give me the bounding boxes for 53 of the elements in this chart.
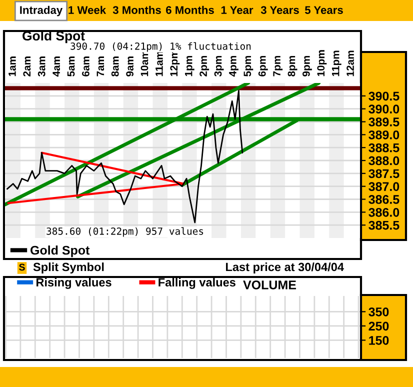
legend-label: Rising values <box>36 278 112 289</box>
x-tick-label: 8pm <box>288 56 298 76</box>
text: 3 Years <box>260 6 299 14</box>
text: Intraday <box>20 6 63 16</box>
x-tick-label: 7pm <box>273 56 283 76</box>
y-tick-label: 387.0 <box>368 182 400 192</box>
text: 3 Months <box>112 6 161 14</box>
legend-label: Falling values <box>158 278 236 289</box>
y-tick-label: 390.5 <box>368 92 400 101</box>
x-tick-label: 3pm <box>214 56 224 77</box>
x-tick-label: 6pm <box>258 56 268 76</box>
x-tick-label: 8am <box>111 56 119 76</box>
x-tick-label: 5pm <box>244 56 254 76</box>
x-tick-label: 11pm <box>332 50 342 76</box>
text: 1 Year <box>221 6 254 14</box>
y-tick-label: 390.0 <box>368 104 400 114</box>
x-tick-label: 6am <box>82 56 90 76</box>
x-tick-label: 11am <box>156 51 163 76</box>
y-tick-label: 389.0 <box>368 130 400 140</box>
x-tick-label: 10pm <box>317 50 327 76</box>
x-tick-label: 1am <box>8 56 16 76</box>
text: 6 Months <box>166 6 214 14</box>
y-tick-label: 388.0 <box>368 156 400 166</box>
y-tick-label: 387.5 <box>368 169 400 178</box>
x-tick-label: 4am <box>52 56 60 77</box>
y-tick-label: 350 <box>368 307 389 316</box>
y-tick-label: 389.5 <box>368 118 400 126</box>
y-tick-label: 388.5 <box>368 143 400 152</box>
x-tick-label: 7am <box>96 56 104 76</box>
text: Split Symbol <box>33 262 104 274</box>
chart-title: VOLUME <box>243 280 296 290</box>
annotation: 385.60 (01:22pm) 957 values <box>46 227 204 237</box>
y-tick-label: 386.5 <box>368 195 400 204</box>
x-tick-label: 1pm <box>185 56 194 76</box>
x-tick-label: 9pm <box>302 56 312 76</box>
text: 1 Week <box>68 6 106 14</box>
x-tick-label: 4pm <box>229 56 238 77</box>
x-tick-label: 3am <box>38 56 46 77</box>
y-tick-label: 250 <box>368 322 389 331</box>
y-tick-label: 386.0 <box>368 208 400 217</box>
y-tick-label: 150 <box>369 336 389 345</box>
x-tick-label: 12am <box>346 50 354 76</box>
chart-title: Gold Spot <box>22 30 85 44</box>
text: 390.70 (04:21pm) 1% fluctuation <box>70 42 251 52</box>
x-tick-label: 9am <box>126 56 134 76</box>
text: Last price at 30/04/04 <box>226 262 344 274</box>
y-tick-label: 385.5 <box>368 220 400 230</box>
text: S <box>19 264 25 271</box>
text: 5 Years <box>304 6 343 14</box>
x-tick-label: 5am <box>67 56 75 76</box>
legend-label: Gold Spot <box>30 246 90 258</box>
x-tick-label: 2am <box>23 56 31 76</box>
x-tick-label: 2pm <box>200 56 210 76</box>
